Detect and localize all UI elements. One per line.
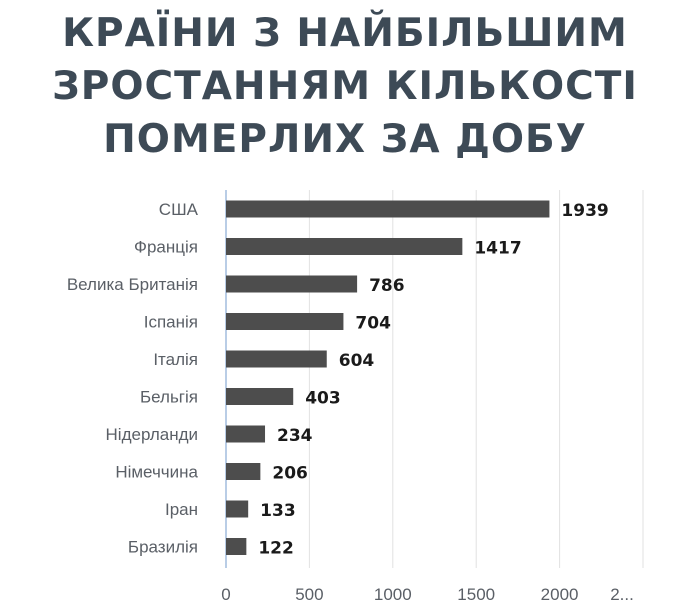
category-label: Франція xyxy=(134,238,198,257)
category-label: Велика Британія xyxy=(67,275,198,294)
x-tick-label: 1500 xyxy=(457,585,495,604)
value-label: 206 xyxy=(272,464,308,484)
value-label: 1939 xyxy=(561,201,608,221)
category-label: Іран xyxy=(165,500,198,519)
value-label: 122 xyxy=(258,539,294,559)
bar-7 xyxy=(226,463,261,480)
x-tick-label: 2000 xyxy=(541,585,579,604)
value-label: 403 xyxy=(305,389,341,409)
category-label: Бразилія xyxy=(128,538,198,557)
bar-3 xyxy=(226,313,344,330)
x-tick-label: 1000 xyxy=(374,585,412,604)
bar-1 xyxy=(226,238,463,255)
value-label: 234 xyxy=(277,426,313,446)
x-tick-label: 500 xyxy=(295,585,323,604)
bar-5 xyxy=(226,388,294,405)
value-label: 786 xyxy=(369,276,405,296)
chart-title-line-3: ПОМЕРЛИХ ЗА ДОБУ xyxy=(103,117,587,162)
bar-0 xyxy=(226,200,550,218)
bar-9 xyxy=(226,538,247,555)
value-label: 704 xyxy=(355,314,391,334)
category-label: Німеччина xyxy=(115,463,198,482)
category-label: США xyxy=(159,200,199,219)
bar-6 xyxy=(226,425,266,443)
category-label: Нідерланди xyxy=(106,425,198,444)
bar-4 xyxy=(226,350,327,368)
bar-2 xyxy=(226,275,358,293)
chart-title-line-1: КРАЇНИ З НАЙБІЛЬШИМ xyxy=(62,11,628,56)
value-label: 133 xyxy=(260,501,296,521)
x-tick-label: 0 xyxy=(221,585,230,604)
category-label: Бельгія xyxy=(140,388,198,407)
category-label: Італія xyxy=(153,350,198,369)
value-label: 604 xyxy=(339,351,375,371)
value-label: 1417 xyxy=(474,239,521,259)
chart-title-line-2: ЗРОСТАННЯМ КІЛЬКОСТІ xyxy=(52,64,638,109)
category-label: Іспанія xyxy=(144,313,198,332)
bar-8 xyxy=(226,500,249,518)
x-tick-label: 2... xyxy=(610,585,634,604)
